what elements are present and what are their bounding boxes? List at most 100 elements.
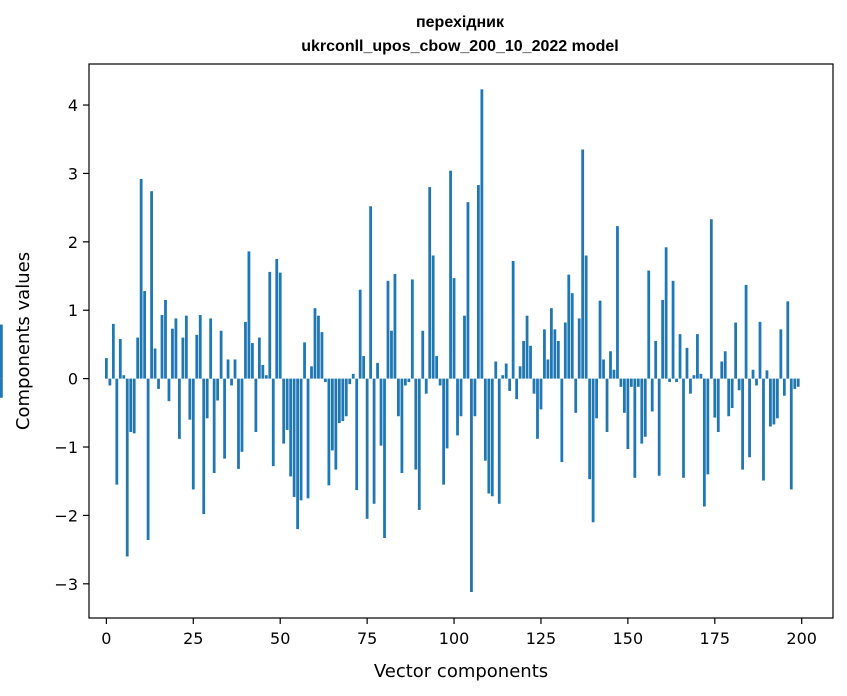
bar [125, 378, 129, 557]
bar [167, 378, 171, 402]
y-tick-label: −2 [54, 506, 78, 525]
bar [344, 378, 348, 417]
bar [723, 351, 727, 379]
bar [459, 378, 463, 417]
bar [543, 329, 546, 379]
bar [640, 378, 644, 444]
bar [748, 378, 751, 458]
x-axis-label: Vector components [374, 661, 548, 682]
x-tick-label: 175 [700, 629, 731, 648]
bar [706, 378, 710, 475]
bar [602, 359, 605, 379]
bar [661, 299, 665, 379]
bar [278, 272, 282, 379]
bar [122, 375, 126, 379]
bar [129, 378, 133, 432]
bar [727, 378, 731, 417]
bar [233, 359, 237, 379]
bar [424, 378, 428, 394]
bar [553, 329, 557, 379]
bar [689, 378, 692, 394]
bar [289, 378, 293, 477]
bars [0, 89, 800, 593]
bar [619, 378, 623, 387]
bar [550, 308, 553, 379]
bar [205, 378, 209, 419]
bar [671, 280, 675, 379]
bar [678, 334, 682, 379]
bar [598, 300, 602, 379]
bar [351, 373, 355, 379]
bar [237, 378, 240, 469]
bar [682, 378, 685, 478]
bar [330, 378, 334, 451]
bar [775, 378, 779, 419]
bar [476, 185, 480, 379]
bar [355, 378, 359, 491]
bar [143, 291, 147, 379]
bar [337, 378, 341, 424]
bar [421, 330, 425, 379]
bar [536, 378, 539, 439]
bar [320, 332, 324, 379]
bar [264, 375, 268, 379]
bar [376, 362, 379, 379]
bar [223, 378, 226, 459]
bar [108, 378, 112, 386]
bar [0, 378, 3, 398]
bar [675, 378, 678, 383]
bar [633, 378, 637, 478]
bar [334, 378, 338, 470]
bar [257, 337, 261, 379]
bar [762, 378, 765, 481]
x-tick-label: 25 [183, 629, 203, 648]
bar [358, 289, 362, 379]
bar [616, 226, 619, 379]
bar [438, 378, 442, 386]
bar [629, 378, 633, 387]
bar [414, 378, 418, 470]
bar [709, 219, 713, 379]
bar [515, 378, 519, 400]
bar [734, 322, 738, 379]
y-tick-label: −3 [54, 575, 78, 594]
bar [664, 247, 668, 379]
x-tick-label: 125 [526, 629, 557, 648]
bar [605, 378, 609, 432]
bar [275, 258, 279, 379]
bar [612, 369, 616, 379]
bar [282, 378, 286, 444]
x-tick-label: 100 [439, 629, 470, 648]
bar [198, 315, 202, 379]
bar [737, 378, 741, 391]
bar [115, 378, 119, 485]
bar [431, 255, 435, 379]
bar [511, 260, 515, 379]
bar [532, 378, 536, 394]
bar [456, 378, 459, 436]
bar [473, 378, 477, 417]
y-tick-label: 0 [68, 370, 78, 389]
bar [174, 318, 178, 379]
x-tick-label: 75 [357, 629, 377, 648]
x-tick-label: 0 [101, 629, 111, 648]
bar [178, 378, 181, 439]
bar [397, 378, 400, 417]
bar [508, 378, 512, 391]
bar [772, 378, 776, 425]
bar [574, 378, 578, 413]
bar [487, 378, 491, 494]
bar [584, 255, 588, 379]
bar [240, 378, 244, 452]
y-tick-label: 3 [68, 164, 78, 183]
bar [390, 330, 393, 379]
bar [466, 202, 470, 379]
bar [230, 378, 233, 386]
bar [796, 378, 800, 387]
bar [789, 378, 793, 490]
bar [0, 324, 3, 379]
bar [296, 378, 299, 530]
bar [480, 89, 484, 379]
x-axis: 0 25 50 75 100 125 150 175 200 [101, 618, 817, 648]
chart-title: перехідник [416, 14, 505, 31]
